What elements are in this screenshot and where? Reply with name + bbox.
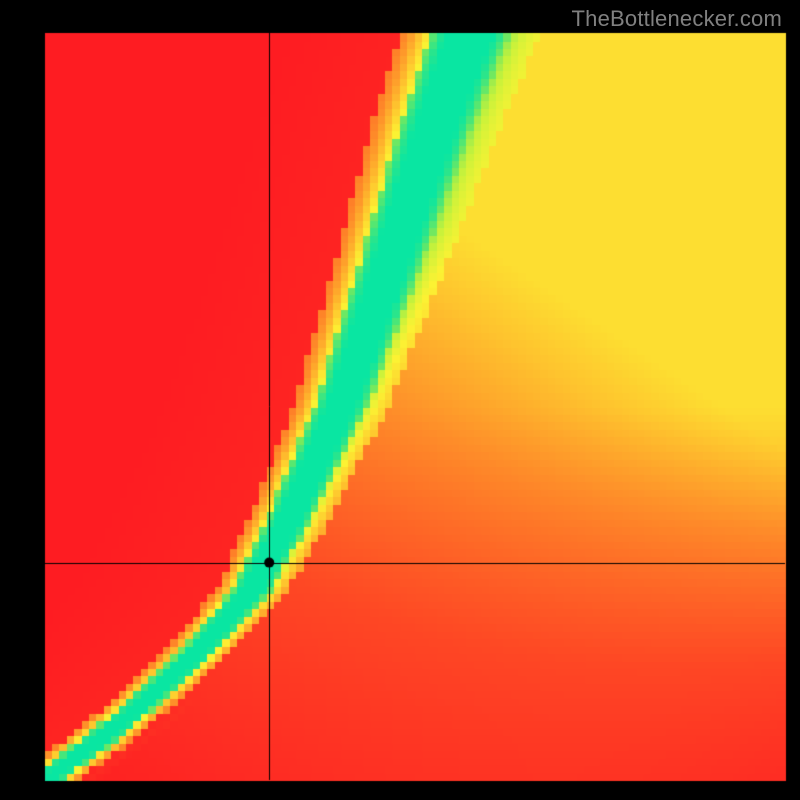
bottleneck-heatmap bbox=[0, 0, 800, 800]
chart-container: TheBottlenecker.com bbox=[0, 0, 800, 800]
watermark-text: TheBottlenecker.com bbox=[572, 6, 782, 32]
